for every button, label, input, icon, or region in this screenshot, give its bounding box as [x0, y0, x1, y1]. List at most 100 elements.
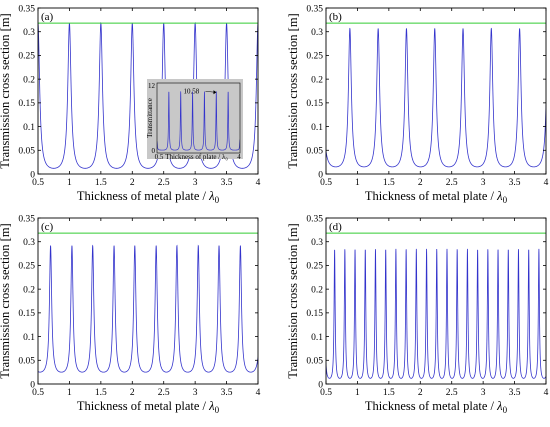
- x-axis-label: Thickness of metal plate / λ0: [365, 399, 508, 415]
- y-tick-label: 0.35: [18, 214, 35, 224]
- x-tick-label: 3.5: [221, 388, 233, 398]
- y-tick-label: 0.3: [311, 28, 323, 38]
- panel-label: (c): [41, 221, 54, 233]
- series-line-transmission: [38, 244, 258, 373]
- x-tick-label: 3.5: [509, 388, 521, 398]
- y-axis-label: Transmission cross section [m]: [286, 13, 300, 168]
- inset-annotation: 10.58: [183, 87, 199, 95]
- y-tick-label: 0.05: [306, 147, 323, 157]
- x-axis-label-subscript: 0: [503, 195, 508, 205]
- y-tick-label: 0.3: [23, 238, 35, 248]
- y-tick-label: 0.05: [18, 357, 35, 367]
- y-tick-label: 0.3: [23, 28, 35, 38]
- annotation-arrowhead: [213, 90, 217, 95]
- y-tick-label: 0.1: [23, 333, 35, 343]
- x-tick-label: 3.5: [509, 178, 521, 188]
- y-tick-label: 0.2: [23, 285, 35, 295]
- x-axis-label-subscript: 0: [503, 405, 508, 415]
- x-axis-label: Thickness of metal plate / λ0: [77, 399, 220, 415]
- y-tick-label: 0.35: [18, 4, 35, 14]
- x-axis-label-text: Thickness of metal plate /: [365, 399, 497, 413]
- x-axis-label-symbol: λ: [208, 399, 215, 413]
- y-tick-label: 0.1: [23, 123, 35, 133]
- chart-panel-d: 0.5 1 1.5 2 2.5 3 3.5 4 0 0.05 0.1 0.15 0.2 0.25 0.3 0.…: [286, 214, 549, 415]
- x-tick-label: 4: [256, 178, 261, 188]
- plot-frame: [37, 7, 259, 175]
- x-tick-label: 0.5: [32, 178, 44, 188]
- chart-panel-c: 0.5 1 1.5 2 2.5 3 3.5 4 0 0.05 0.1 0.15 0.2 0.25 0.3 0.…: [0, 214, 261, 415]
- inset-y-axis-label: Transmittance: [146, 98, 154, 138]
- inset-y-tick-label: 12: [148, 82, 156, 90]
- x-tick-label: 3: [193, 388, 198, 398]
- x-axis-label-symbol: λ: [496, 189, 503, 203]
- x-axis-label-text: Thickness of metal plate /: [77, 399, 209, 413]
- y-tick-label: 0: [318, 380, 323, 390]
- y-tick-label: 0.15: [306, 99, 323, 109]
- x-tick-label: 1.5: [95, 388, 107, 398]
- y-tick-label: 0.1: [311, 123, 323, 133]
- y-tick-label: 0: [30, 380, 35, 390]
- x-axis-label-subscript: 0: [215, 195, 220, 205]
- y-tick-label: 0.05: [306, 357, 323, 367]
- x-tick-label: 1: [67, 178, 72, 188]
- inset-plot: 12 00.5 4 Thickness of plate / λ₀ Transmitta…: [146, 79, 243, 161]
- y-axis-label: Transmission cross section [m]: [0, 223, 12, 378]
- y-tick-label: 0.15: [306, 309, 323, 319]
- inset-x-tick-label: 4: [237, 153, 241, 161]
- x-tick-label: 3: [193, 178, 198, 188]
- y-tick-label: 0.2: [311, 75, 323, 85]
- x-tick-label: 2.5: [446, 388, 458, 398]
- chart-panel-b: 0.5 1 1.5 2 2.5 3 3.5 4 0 0.05 0.1 0.15 0.2 0.25 0.3 0.…: [286, 4, 549, 205]
- x-tick-label: 4: [544, 388, 549, 398]
- x-tick-label: 4: [544, 178, 549, 188]
- x-tick-label: 1.5: [383, 388, 395, 398]
- y-axis-label: Transmission cross section [m]: [0, 13, 12, 168]
- y-tick-label: 0.15: [18, 309, 35, 319]
- x-tick-label: 0.5: [32, 388, 44, 398]
- x-axis-label-text: Thickness of metal plate /: [77, 189, 209, 203]
- x-tick-label: 1: [67, 388, 72, 398]
- y-tick-label: 0: [30, 170, 35, 180]
- inset-frame: [156, 82, 241, 154]
- y-tick-label: 0.25: [18, 262, 35, 272]
- series-line-transmission: [326, 248, 546, 379]
- x-tick-label: 2: [130, 178, 135, 188]
- x-tick-label: 2.5: [158, 388, 170, 398]
- x-tick-label: 1.5: [383, 178, 395, 188]
- x-axis-label: Thickness of metal plate / λ0: [77, 189, 220, 205]
- y-tick-label: 0.25: [306, 52, 323, 62]
- panel-label: (a): [41, 11, 54, 23]
- plot-frame: [325, 217, 547, 385]
- y-tick-label: 0.35: [306, 4, 323, 14]
- chart-panel-a: 0.5 1 1.5 2 2.5 3 3.5 4 0 0.05 0.1 0.15 0.2 0.25 0.3 0.…: [0, 4, 261, 205]
- inset-y-tick-label: 0: [152, 147, 156, 155]
- y-tick-label: 0.35: [306, 214, 323, 224]
- x-axis-label-symbol: λ: [496, 399, 503, 413]
- y-tick-label: 0.1: [311, 333, 323, 343]
- panel-label: (d): [329, 221, 342, 233]
- plot-frame: [325, 7, 547, 175]
- x-tick-label: 1.5: [95, 178, 107, 188]
- y-axis-label: Transmission cross section [m]: [286, 223, 300, 378]
- y-tick-label: 0.25: [18, 52, 35, 62]
- y-tick-label: 0.05: [18, 147, 35, 157]
- x-tick-label: 3: [481, 178, 486, 188]
- x-tick-label: 2: [130, 388, 135, 398]
- x-axis-label-subscript: 0: [215, 405, 220, 415]
- x-tick-label: 3.5: [221, 178, 233, 188]
- inset-x-tick-label: 0.5: [155, 153, 164, 161]
- x-tick-label: 1: [355, 388, 360, 398]
- x-tick-label: 0.5: [320, 178, 332, 188]
- x-tick-label: 2: [418, 388, 423, 398]
- y-tick-label: 0.3: [311, 238, 323, 248]
- y-tick-label: 0.2: [311, 285, 323, 295]
- x-tick-label: 4: [256, 388, 261, 398]
- panel-label: (b): [329, 11, 342, 23]
- x-tick-label: 1: [355, 178, 360, 188]
- x-tick-label: 2.5: [446, 178, 458, 188]
- x-tick-label: 0.5: [320, 388, 332, 398]
- x-axis-label: Thickness of metal plate / λ0: [365, 189, 508, 205]
- x-tick-label: 2: [418, 178, 423, 188]
- y-tick-label: 0: [318, 170, 323, 180]
